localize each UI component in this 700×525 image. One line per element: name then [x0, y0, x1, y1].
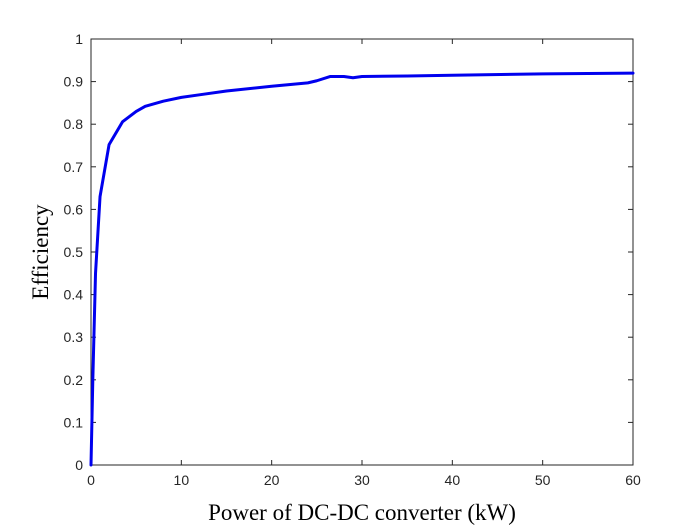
y-tick-label: 0.4: [64, 287, 84, 303]
axes: [90, 38, 634, 466]
x-tick-labels: 0 10 20 30 40 50 60: [87, 472, 641, 488]
y-tick-labels: 0 0.1 0.2 0.3 0.4 0.5 0.6 0.7 0.8 0.9 1: [64, 31, 84, 473]
x-axis-title: Power of DC-DC converter (kW): [208, 500, 516, 525]
y-tick-label: 0.5: [64, 244, 84, 260]
x-tick-label: 10: [174, 472, 190, 488]
tick-marks: [90, 38, 634, 466]
x-tick-label: 60: [625, 472, 641, 488]
y-tick-label: 0.3: [64, 329, 84, 345]
y-axis-title: Efficiency: [28, 204, 53, 300]
y-tick-label: 0.2: [64, 372, 84, 388]
plot-area-frame: [90, 38, 634, 466]
y-tick-label: 0.7: [64, 159, 84, 175]
series-lines: [89, 71, 635, 467]
x-tick-label: 0: [87, 472, 95, 488]
y-tick-label: 0: [75, 457, 83, 473]
y-tick-label: 0.6: [64, 201, 84, 217]
x-tick-label: 30: [354, 472, 370, 488]
efficiency-series-line: [89, 71, 635, 467]
y-tick-label: 0.9: [64, 74, 84, 90]
x-tick-label: 50: [535, 472, 551, 488]
x-tick-label: 40: [445, 472, 461, 488]
x-tick-label: 20: [264, 472, 280, 488]
y-tick-label: 1: [75, 31, 83, 47]
y-tick-label: 0.8: [64, 116, 84, 132]
y-tick-label: 0.1: [64, 414, 84, 430]
